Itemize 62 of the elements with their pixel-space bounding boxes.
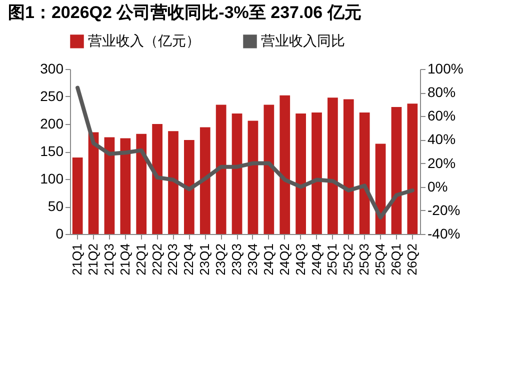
- chart-title: 图1：2026Q2 公司营收同比-3%至 237.06 亿元: [8, 3, 362, 22]
- x-tick-label: 21Q2: [86, 244, 101, 276]
- bar: [168, 131, 178, 234]
- x-tick-label: 22Q4: [181, 244, 196, 276]
- y-tick-label: 100: [40, 170, 64, 186]
- x-tick-label: 24Q2: [276, 244, 292, 276]
- bar: [359, 112, 370, 234]
- legend-label: 营业收入（亿元）: [88, 32, 200, 48]
- y2-tick-label: 60%: [428, 108, 456, 124]
- x-tick-label: 24Q4: [308, 244, 324, 276]
- bar: [296, 114, 306, 234]
- bar: [248, 120, 258, 234]
- bar: [184, 140, 194, 234]
- x-tick-label: 26Q1: [388, 244, 404, 276]
- bar: [120, 138, 131, 234]
- legend-label: 营业收入同比: [261, 32, 345, 48]
- bar: [264, 104, 274, 234]
- x-tick-label: 25Q3: [356, 244, 372, 276]
- y-tick-label: 300: [40, 60, 64, 76]
- x-tick-label: 26Q2: [404, 244, 420, 276]
- x-tick-label: 21Q3: [101, 244, 116, 276]
- y2-tick-label: 100%: [428, 60, 464, 76]
- bar: [312, 112, 322, 234]
- bar: [88, 132, 99, 234]
- y-tick-label: 150: [40, 143, 64, 159]
- x-tick-label: 25Q1: [324, 244, 340, 276]
- x-tick-label: 25Q4: [372, 244, 388, 276]
- x-tick-label: 23Q4: [244, 244, 260, 276]
- x-tick-label: 24Q3: [292, 244, 308, 276]
- y-tick-label: 250: [40, 88, 64, 104]
- bar: [391, 106, 402, 234]
- y-tick-label: 200: [40, 116, 64, 132]
- bar: [200, 127, 210, 234]
- y-tick-label: 0: [56, 226, 64, 242]
- bar: [216, 104, 226, 234]
- x-tick-label: 21Q1: [70, 244, 85, 276]
- bar: [152, 124, 162, 234]
- x-tick-label: 23Q3: [229, 244, 244, 276]
- y2-tick-label: -20%: [428, 202, 460, 218]
- bar: [136, 134, 147, 234]
- bar: [232, 114, 242, 234]
- bar: [72, 158, 83, 234]
- bar: [343, 99, 354, 234]
- bar: [328, 98, 338, 234]
- x-tick-label: 22Q3: [165, 244, 180, 276]
- y2-tick-label: 80%: [428, 84, 456, 100]
- x-tick-label: 22Q2: [149, 244, 164, 276]
- x-tick-label: 22Q1: [133, 244, 148, 276]
- y2-tick-label: 0%: [428, 178, 448, 194]
- bar: [407, 104, 418, 234]
- x-tick-label: 23Q1: [197, 244, 212, 276]
- y2-tick-label: 20%: [428, 154, 456, 171]
- bar: [104, 137, 115, 234]
- bar: [280, 95, 290, 234]
- y-tick-label: 50: [48, 198, 64, 214]
- x-tick-label: 24Q1: [260, 244, 276, 276]
- x-tick-label: 21Q4: [117, 244, 132, 276]
- x-tick-label: 23Q2: [213, 244, 228, 276]
- y2-tick-label: -40%: [428, 226, 460, 242]
- x-tick-label: 25Q2: [340, 244, 356, 276]
- y2-tick-label: 40%: [428, 131, 456, 148]
- line-series: [76, 86, 414, 220]
